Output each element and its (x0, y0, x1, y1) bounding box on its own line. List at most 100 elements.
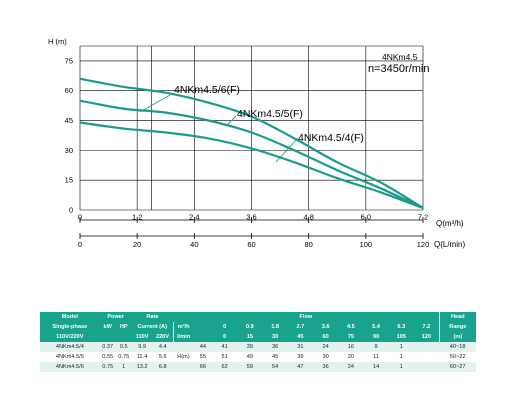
flow-m3h-cell: 0.9 (237, 322, 263, 332)
flow-m3h-cell: 4.5 (338, 322, 364, 332)
y-axis-label: H (m) (48, 37, 67, 46)
hp-cell: 0.75 (115, 352, 132, 362)
head-range-cell: 50~22 (439, 352, 476, 362)
x-tick-label: 60 (247, 240, 255, 249)
pump-performance-chart: H (m) 0 15 30 45 60 75 4NKm4.5 n=3450r/min 4N… (48, 37, 465, 249)
flow-lmin-cell: 105 (388, 332, 414, 342)
model-cell: 4NKm4.5/6 (40, 362, 100, 372)
series-line-2 (79, 99, 424, 209)
chart-title: 4NKm4.5 (382, 52, 418, 62)
header-220v: 220V (152, 332, 174, 342)
head-cell: 1 (388, 352, 414, 362)
kw-cell: 0.75 (99, 362, 116, 372)
header-head-range-3: (m) (438, 332, 476, 342)
head-cell: 66 (193, 362, 213, 372)
chart-curves (79, 77, 424, 210)
current-220v-cell: 5.6 (152, 352, 174, 362)
flow-lmin-cell: 0 (212, 332, 238, 342)
head-cell: 24 (338, 362, 364, 372)
header-head-range-2: Range (438, 322, 476, 332)
head-cell: 1 (388, 342, 414, 352)
y-tick-label: 60 (65, 86, 73, 95)
head-cell: 54 (262, 362, 288, 372)
y-tick-label: 75 (65, 56, 73, 65)
current-110v-cell: 9.9 (131, 342, 153, 352)
flow-m3h-cell: 5.4 (363, 322, 389, 332)
head-range-cell: 40~18 (439, 342, 476, 352)
x-tick-label: 1.2 (132, 213, 142, 222)
head-cell: 30 (312, 352, 339, 362)
current-220v-cell: 4.4 (152, 342, 174, 352)
flow-lmin-cell: 15 (237, 332, 263, 342)
y-axis-ticks: 0 15 30 45 60 75 (65, 56, 73, 214)
flow-lmin-cell: 45 (287, 332, 313, 342)
series-leader-3 (275, 139, 297, 163)
head-range-cell: 60~27 (439, 362, 476, 372)
head-cell: 45 (262, 352, 288, 362)
x-tick-label: 7.2 (418, 213, 428, 222)
header-unit-spacer (193, 322, 213, 332)
header-rate-current-1: Rate (131, 312, 174, 322)
head-cell: 9 (363, 342, 389, 352)
x-tick-label: 6.0 (361, 213, 371, 222)
y-tick-label: 0 (69, 206, 73, 215)
header-hp: HP (115, 322, 132, 332)
x-tick-label: 4.8 (303, 213, 313, 222)
head-cell: 1 (388, 362, 414, 372)
header-rate-current-2: Current (A) (131, 322, 174, 332)
flow-lmin-cell: 30 (262, 332, 288, 342)
flow-m3h-cell: 6.3 (388, 322, 414, 332)
hm-cell: H(m) (173, 352, 194, 362)
series-label-3: 4NKm4.5/4(F) (298, 132, 364, 144)
series-label-1: 4NKm4.5/6(F) (174, 84, 240, 96)
head-cell: 47 (287, 362, 313, 372)
x-axis-primary-ticks: 0 1.2 2.4 3.6 4.8 6.0 7.2 (78, 213, 428, 223)
flow-lmin-cell: 90 (363, 332, 389, 342)
flow-m3h-cell: 3.6 (312, 322, 339, 332)
header-lmin: l/min (172, 332, 194, 342)
table-header-row-1: Model Power Rate Flow Head (40, 312, 476, 322)
header-voltage: 110V/220V (40, 332, 100, 342)
x-axis-secondary-label: Q(L/min) (434, 240, 465, 249)
head-cell: 14 (363, 362, 389, 372)
header-single-phase: Single-phase (40, 322, 100, 332)
head-cell: 44 (193, 342, 213, 352)
head-cell: 36 (262, 342, 288, 352)
head-cell: 62 (212, 362, 238, 372)
header-power: Power (99, 312, 132, 322)
x-tick-label: 2.4 (189, 213, 199, 222)
flow-lmin-cell: 60 (312, 332, 339, 342)
header-kw: kW (99, 322, 116, 332)
specification-table: Model Power Rate Flow Head Single-phase … (40, 312, 476, 372)
head-cell: 49 (237, 352, 263, 362)
table-header-row-3: 110V/220V 110V 220V l/min 0 15 30 45 60 … (40, 332, 476, 342)
head-cell: 39 (237, 342, 263, 352)
x-axis-secondary-ticks: 0 20 40 60 80 100 120 (78, 233, 429, 249)
header-model: Model (40, 312, 100, 322)
head-cell: 55 (193, 352, 213, 362)
head-cell: 11 (363, 352, 389, 362)
x-tick-label: 120 (417, 240, 430, 249)
kw-cell: 0.37 (99, 342, 116, 352)
table-row: 4NKm4.5/6 0.75 1 13.2 6.8 66 62 59 54 47… (40, 362, 476, 372)
head-cell: 16 (338, 342, 364, 352)
head-cell: 59 (237, 362, 263, 372)
chart-grid (79, 45, 424, 211)
head-cell: 20 (338, 352, 364, 362)
series-leader-2 (225, 115, 237, 127)
model-cell: 4NKm4.5/4 (40, 342, 100, 352)
head-cell: 51 (212, 352, 238, 362)
head-cell: 24 (312, 342, 339, 352)
y-tick-label: 30 (65, 146, 73, 155)
head-cell: 31 (287, 342, 313, 352)
x-tick-label: 0 (78, 213, 82, 222)
series-label-2: 4NKm4.5/5(F) (237, 108, 303, 120)
header-flow: Flow (173, 312, 440, 322)
x-tick-label: 80 (304, 240, 312, 249)
x-tick-label: 20 (133, 240, 141, 249)
current-220v-cell: 6.8 (152, 362, 174, 372)
head-cell: 39 (287, 352, 313, 362)
chart-subtitle: n=3450r/min (368, 63, 429, 75)
table-row: 4NKm4.5/4 0.37 0.5 9.9 4.4 44 41 39 36 3… (40, 342, 476, 352)
current-110v-cell: 11.4 (131, 352, 153, 362)
